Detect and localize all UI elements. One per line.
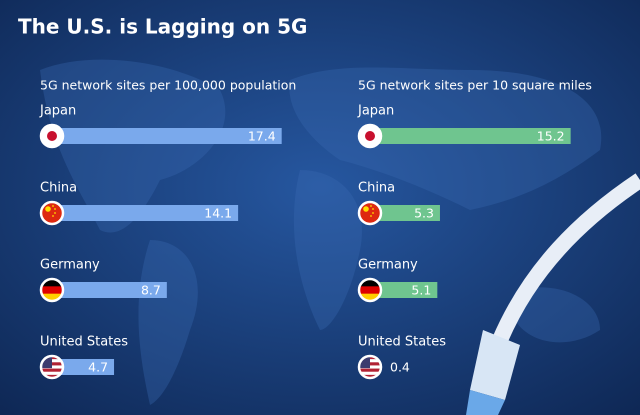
flag-ring	[39, 354, 65, 380]
flag-part	[359, 374, 381, 378]
cable	[466, 173, 640, 415]
flag-part	[359, 279, 381, 287]
category-label: United States	[358, 335, 446, 350]
chart-subtitle: 5G network sites per 10 square miles	[358, 78, 592, 93]
category-label: China	[358, 181, 395, 196]
flag	[359, 356, 381, 378]
flag-part	[54, 208, 56, 210]
value-label: 0.4	[390, 360, 410, 375]
flag-part	[41, 371, 63, 376]
flag	[359, 125, 381, 147]
bar	[52, 359, 115, 375]
chart-subtitle: 5G network sites per 100,000 population	[40, 78, 296, 93]
bar	[52, 128, 282, 144]
flag-part	[363, 206, 369, 212]
bar	[370, 128, 571, 144]
flag	[41, 279, 63, 301]
flag-part	[41, 356, 52, 369]
category-label: United States	[40, 335, 128, 350]
flag-part	[52, 215, 54, 217]
flag-part	[359, 371, 381, 376]
flag-ring	[39, 200, 65, 226]
flag	[41, 356, 63, 378]
flag-ring	[39, 277, 65, 303]
flag-part	[370, 205, 372, 207]
flag	[41, 202, 63, 224]
flag-part	[359, 293, 381, 301]
bar	[370, 282, 438, 298]
flag-part	[54, 212, 56, 214]
bar	[52, 205, 239, 221]
bar	[370, 205, 440, 221]
flag	[359, 202, 381, 224]
value-label: 5.1	[411, 283, 431, 298]
value-label: 4.7	[88, 360, 108, 375]
value-label: 17.4	[248, 129, 276, 144]
title: The U.S. is Lagging on 5G	[18, 15, 307, 39]
flag-part	[41, 293, 63, 301]
value-label: 15.2	[537, 129, 565, 144]
flag	[41, 125, 63, 147]
category-label: Germany	[358, 258, 418, 273]
flag-part	[365, 131, 375, 141]
flag-part	[359, 368, 381, 373]
flag-part	[372, 208, 374, 210]
bar	[52, 282, 167, 298]
flag-part	[47, 131, 57, 141]
flag-part	[359, 286, 381, 295]
flag-ring	[39, 123, 65, 149]
flag-part	[359, 356, 370, 369]
value-label: 8.7	[141, 283, 161, 298]
flag-part	[372, 212, 374, 214]
flag-ring	[357, 123, 383, 149]
flag-part	[41, 286, 63, 295]
flag-ring	[357, 277, 383, 303]
flag-part	[45, 206, 51, 212]
flag-part	[41, 279, 63, 287]
category-label: Germany	[40, 258, 100, 273]
flag	[359, 279, 381, 301]
flag-ring	[357, 200, 383, 226]
flag-part	[41, 368, 63, 373]
value-label: 5.3	[414, 206, 434, 221]
flag-ring	[357, 354, 383, 380]
category-label: Japan	[39, 104, 76, 119]
flag-part	[52, 205, 54, 207]
category-label: Japan	[357, 104, 394, 119]
category-label: China	[40, 181, 77, 196]
flag-part	[370, 215, 372, 217]
value-label: 14.1	[204, 206, 232, 221]
flag-part	[41, 374, 63, 378]
